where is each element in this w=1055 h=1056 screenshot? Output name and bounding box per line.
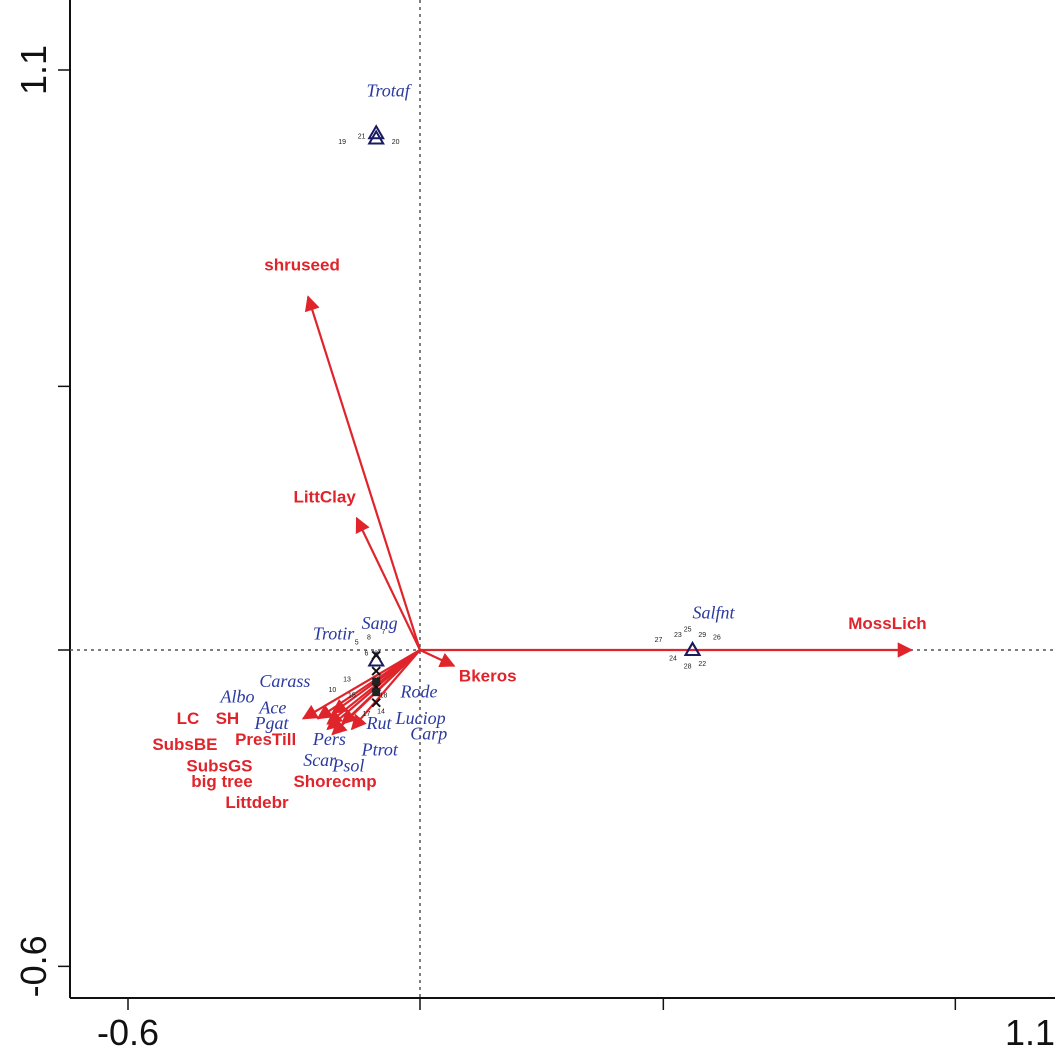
y-tick-label-min: -0.6 bbox=[13, 935, 54, 997]
env-arrow-bkeros bbox=[419, 649, 456, 667]
cross-marker bbox=[371, 666, 381, 676]
x-tick-label-min: -0.6 bbox=[97, 1012, 159, 1053]
site-label: 24 bbox=[669, 656, 677, 663]
plot-axes bbox=[58, 0, 1055, 1010]
env-arrow-littclay bbox=[355, 516, 421, 651]
env-arrow-shruseed bbox=[304, 295, 422, 651]
site-label: 6 bbox=[365, 650, 369, 657]
species-label-pgat: Pgat bbox=[254, 713, 290, 733]
env-label-subsbe: SubsBE bbox=[152, 735, 217, 754]
env-label-littclay: LittClay bbox=[293, 487, 356, 506]
triangle-marker bbox=[683, 641, 702, 656]
y-tick-label-max: 1.1 bbox=[13, 45, 54, 95]
square-marker bbox=[372, 688, 381, 697]
env-arrows bbox=[301, 295, 914, 736]
species-label-ptrot: Ptrot bbox=[361, 739, 399, 759]
env-label-mosslich: MossLich bbox=[848, 614, 926, 633]
site-label: 26 bbox=[713, 634, 721, 641]
site-label: 19 bbox=[338, 139, 346, 146]
species-label-scar: Scar bbox=[303, 750, 337, 770]
species-label-trotaf: Trotaf bbox=[366, 80, 412, 100]
tick-labels: -0.6 1.1 -0.6 1.1 bbox=[13, 45, 1055, 1053]
species-label-luciop: Luciop bbox=[395, 708, 446, 728]
species-label-trotir: Trotir bbox=[313, 623, 355, 643]
site-label: 15 bbox=[348, 692, 356, 699]
site-markers bbox=[367, 124, 702, 708]
species-label-sang: Sang bbox=[362, 613, 398, 633]
species-label-carp: Carp bbox=[410, 724, 447, 744]
site-label: 25 bbox=[684, 627, 692, 634]
species-label-pers: Pers bbox=[312, 729, 346, 749]
env-label-littdebr: Littdebr bbox=[225, 793, 289, 812]
env-label-lc: LC bbox=[177, 709, 200, 728]
site-label: 18 bbox=[380, 692, 388, 699]
env-labels: shruseed LittClay MossLich Bkeros LC SH SubsBE… bbox=[152, 255, 926, 812]
species-label-albo: Albo bbox=[219, 687, 254, 707]
env-arrow-shorecmp bbox=[350, 649, 421, 731]
x-tick-label-max: 1.1 bbox=[1005, 1012, 1055, 1053]
site-label: 22 bbox=[698, 661, 706, 668]
site-label: 14 bbox=[377, 708, 385, 715]
reference-lines bbox=[70, 0, 1055, 998]
site-label: 5 bbox=[355, 640, 359, 647]
site-label: 23 bbox=[674, 632, 682, 639]
site-label: 13 bbox=[343, 677, 351, 684]
species-label-rode: Rode bbox=[400, 681, 438, 701]
site-label: 8 bbox=[367, 634, 371, 641]
site-label: 29 bbox=[698, 632, 706, 639]
site-label: 10 bbox=[329, 687, 337, 694]
site-label: 28 bbox=[684, 663, 692, 670]
site-label: 20 bbox=[392, 139, 400, 146]
species-label-carass: Carass bbox=[259, 671, 310, 691]
env-label-shruseed: shruseed bbox=[264, 255, 340, 274]
species-label-rut: Rut bbox=[365, 713, 392, 733]
species-label-psol: Psol bbox=[331, 755, 364, 775]
site-label: 21 bbox=[358, 134, 366, 141]
env-label-bkeros: Bkeros bbox=[459, 667, 517, 686]
env-label-sh: SH bbox=[216, 709, 240, 728]
square-marker bbox=[372, 677, 381, 686]
site-label: 2 bbox=[377, 677, 381, 684]
site-label: 27 bbox=[655, 637, 663, 644]
triangle-marker bbox=[367, 124, 385, 140]
cross-marker bbox=[371, 650, 381, 660]
species-label-ace: Ace bbox=[258, 697, 286, 717]
species-label-salfnt: Salfnt bbox=[693, 602, 736, 622]
env-label-prestill: PresTill bbox=[235, 730, 296, 749]
site-label: 17 bbox=[363, 711, 371, 718]
env-label-big-tree: big tree bbox=[191, 772, 252, 791]
env-label-subsgs: SubsGS bbox=[186, 756, 252, 775]
cross-marker bbox=[371, 698, 381, 708]
env-label-shorecmp: Shorecmp bbox=[293, 772, 376, 791]
site-label: 7 bbox=[382, 629, 386, 636]
site-label: 9 bbox=[374, 650, 378, 657]
